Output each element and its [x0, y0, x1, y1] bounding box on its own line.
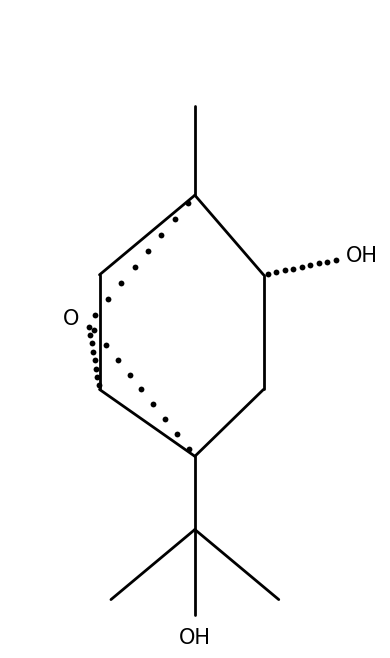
Text: OH: OH: [179, 628, 211, 648]
Text: OH: OH: [346, 245, 378, 266]
Text: O: O: [63, 309, 79, 330]
